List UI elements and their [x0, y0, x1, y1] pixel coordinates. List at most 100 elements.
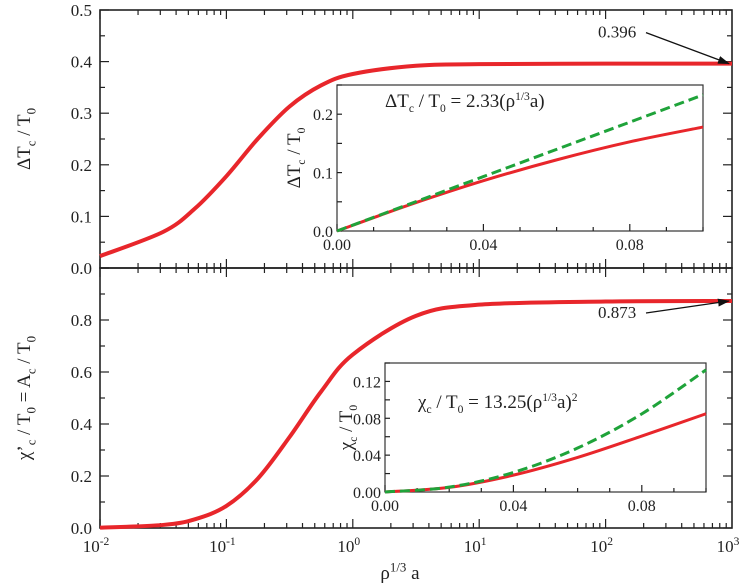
- text-segment: / T: [14, 114, 35, 140]
- inset-y-axis-label: ΔTc / T0: [284, 127, 308, 188]
- x-tick-label: 0.04: [499, 498, 527, 515]
- text-segment: 10: [83, 537, 100, 556]
- y-tick-label: 0.3: [71, 104, 92, 123]
- text-segment: c: [295, 159, 308, 164]
- data-curve: [99, 61, 733, 258]
- text-segment: c: [24, 368, 39, 374]
- text-segment: χ’: [14, 445, 35, 461]
- text-segment: 10: [717, 537, 734, 556]
- text-segment: ρ: [380, 563, 389, 584]
- text-segment: χ: [336, 441, 357, 451]
- text-segment: c: [409, 102, 414, 115]
- annotation-label: 0.396: [598, 23, 636, 42]
- y-tick-label: 0.12: [353, 374, 381, 391]
- text-segment: a): [530, 91, 545, 112]
- text-segment: 1/3: [542, 391, 557, 404]
- text-segment: 0: [354, 535, 360, 548]
- text-segment: 1/3: [515, 90, 530, 103]
- text-segment: ΔT: [385, 91, 409, 112]
- x-tick-label: 0.00: [323, 237, 351, 254]
- x-tick-label: 101: [464, 535, 487, 556]
- x-tick-label: 102: [590, 535, 613, 556]
- data-curve: [99, 299, 733, 530]
- y-tick-label: 0.2: [313, 107, 333, 124]
- y-tick-label: 0.08: [353, 411, 381, 428]
- text-segment: -1: [226, 535, 236, 548]
- text-segment: ΔT: [14, 146, 35, 170]
- exact-curve: [384, 412, 707, 494]
- x-tick-label: 0.08: [628, 498, 656, 515]
- text-segment: 1/3: [390, 559, 407, 574]
- top-inset-frame: [336, 84, 704, 232]
- text-segment: 0: [24, 407, 39, 413]
- x-tick-label: 103: [717, 535, 740, 556]
- text-segment: 10: [209, 537, 226, 556]
- y-tick-label: 0.5: [71, 1, 92, 20]
- y-tick-label: 0.4: [71, 53, 93, 72]
- y-tick-label: 0.6: [71, 363, 92, 382]
- text-segment: 0: [458, 403, 464, 416]
- y-tick-label: 0.1: [71, 207, 92, 226]
- text-segment: = 2.33(ρ: [446, 91, 515, 112]
- text-segment: 1: [481, 535, 487, 548]
- x-tick-label: 10-2: [83, 535, 110, 556]
- annotation-arrow: [645, 32, 730, 65]
- y-tick-label: 0.00: [353, 485, 381, 502]
- text-segment: 0: [440, 102, 446, 115]
- text-segment: 0: [347, 405, 360, 411]
- text-segment: ΔT: [284, 164, 305, 188]
- y-tick-label: 0.0: [71, 519, 92, 538]
- y-tick-label: 0.0: [71, 259, 92, 278]
- y-tick-label: 0.04: [353, 448, 381, 465]
- annotation-label: 0.873: [598, 303, 636, 322]
- x-tick-label: 100: [337, 535, 360, 556]
- text-segment: = 13.25(ρ: [463, 392, 542, 413]
- text-segment: 0: [24, 336, 39, 342]
- y-tick-label: 0.2: [71, 467, 92, 486]
- text-segment: 10: [464, 537, 481, 556]
- asymptotic-fit-curve: [336, 93, 704, 233]
- text-segment: c: [24, 439, 39, 445]
- inset-y-axis-label: χc / T0: [336, 405, 360, 452]
- text-segment: 10: [590, 537, 607, 556]
- y-tick-label: 0.0: [313, 224, 333, 241]
- text-segment: / T: [14, 342, 35, 368]
- text-segment: / T: [284, 133, 305, 159]
- y-tick-label: 0.2: [71, 156, 92, 175]
- exact-curve: [336, 125, 704, 233]
- text-segment: c: [347, 437, 360, 442]
- x-axis-label: ρ1/3 a: [380, 559, 420, 584]
- text-segment: -2: [100, 535, 110, 548]
- text-segment: 3: [734, 535, 740, 548]
- bottom-inset-frame: [384, 362, 707, 493]
- y-axis-label: χ’c / T0 = Ac / T0: [14, 336, 39, 461]
- text-segment: / T: [336, 410, 357, 436]
- text-segment: c: [426, 403, 431, 416]
- text-segment: a: [406, 563, 420, 584]
- x-tick-label: 10-1: [209, 535, 236, 556]
- text-segment: / T: [432, 392, 458, 413]
- text-segment: = A: [14, 374, 35, 407]
- y-axis-label: ΔTc / T0: [14, 108, 39, 170]
- y-tick-label: 0.1: [313, 166, 333, 183]
- text-segment: 10: [337, 537, 354, 556]
- y-tick-label: 0.4: [71, 415, 93, 434]
- asymptotic-fit-curve: [384, 368, 707, 494]
- text-segment: c: [24, 140, 39, 146]
- y-tick-label: 0.8: [71, 311, 92, 330]
- text-segment: 2: [572, 391, 578, 404]
- text-segment: / T: [414, 91, 440, 112]
- text-segment: a): [557, 392, 572, 413]
- text-segment: / T: [14, 413, 35, 439]
- formula-label: ΔTc / T0 = 2.33(ρ1/3a): [385, 90, 545, 115]
- x-tick-label: 0.00: [371, 498, 399, 515]
- text-segment: 0: [24, 108, 39, 114]
- text-segment: 0: [295, 127, 308, 133]
- text-segment: 2: [607, 535, 613, 548]
- x-tick-label: 0.04: [469, 237, 497, 254]
- x-tick-label: 0.08: [616, 237, 644, 254]
